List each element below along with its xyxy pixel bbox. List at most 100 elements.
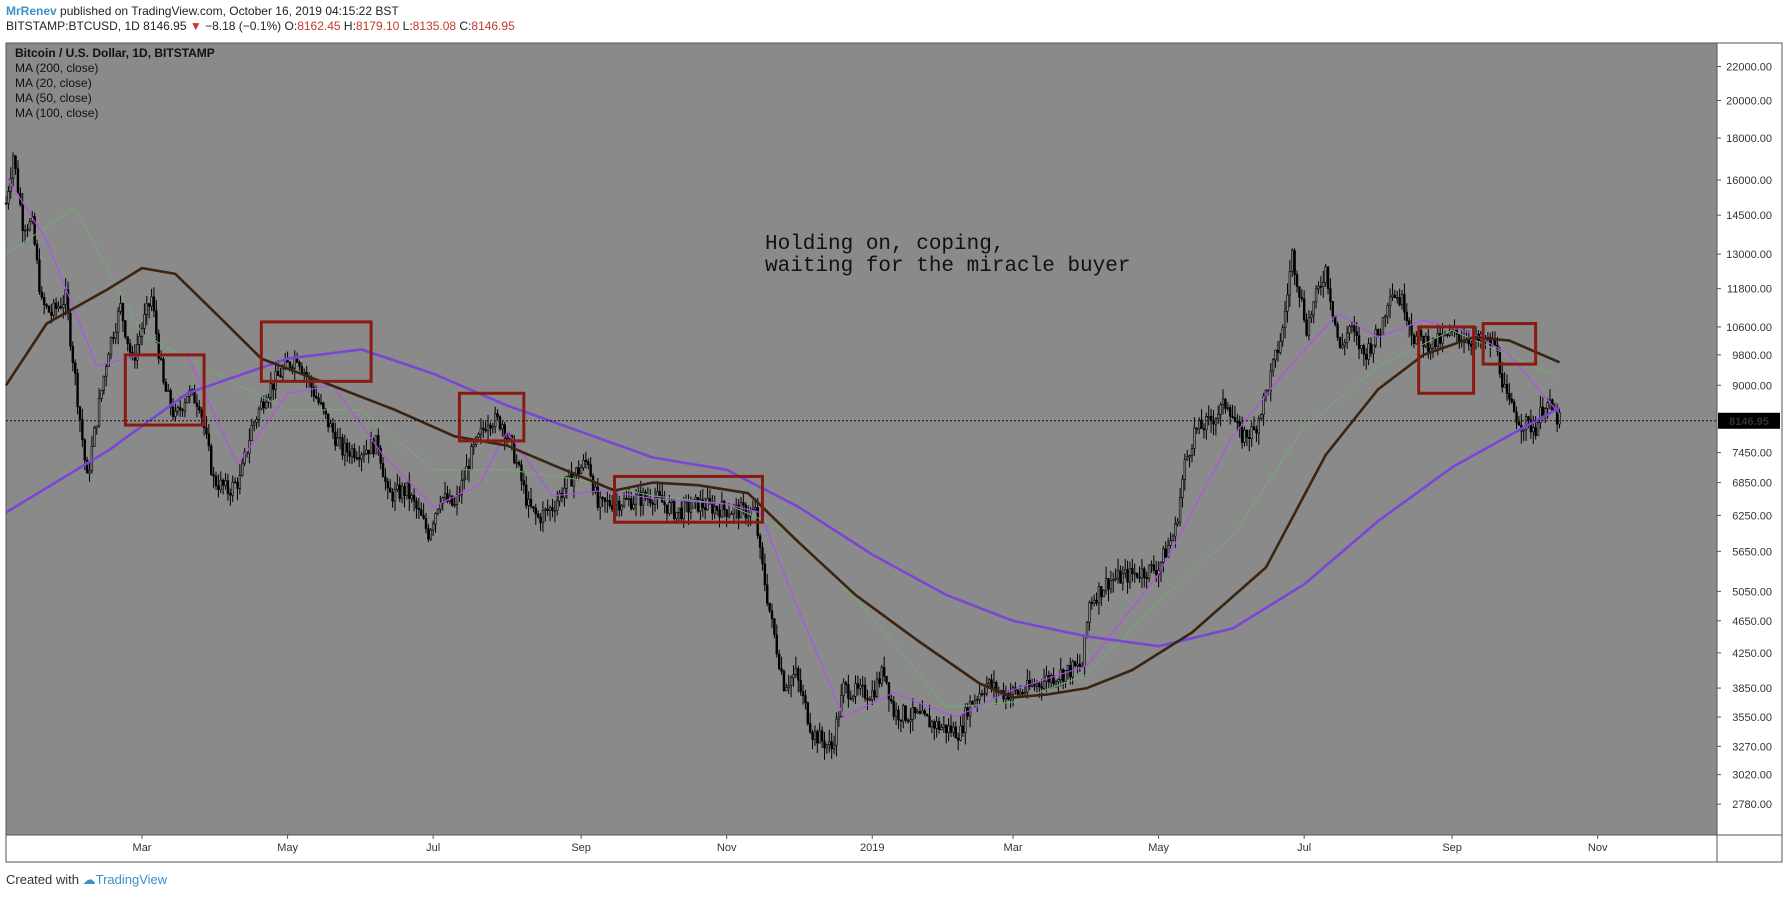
- created-with-label: Created with: [6, 872, 79, 887]
- candle-body: [909, 719, 912, 722]
- candle-body: [1298, 286, 1301, 298]
- candle-body: [1393, 294, 1397, 299]
- candle-body: [1415, 335, 1418, 345]
- tradingview-link[interactable]: TradingView: [95, 872, 168, 887]
- candle-body: [83, 439, 86, 461]
- candle-body: [1331, 301, 1335, 317]
- candle-body: [212, 474, 215, 477]
- candle-body: [415, 500, 418, 509]
- candle-body: [902, 705, 905, 722]
- candle-body: [410, 495, 413, 499]
- x-tick-label: May: [277, 842, 298, 854]
- candle-body: [1286, 294, 1289, 312]
- chart-header: MrRenev published on TradingView.com, Oc…: [6, 4, 515, 34]
- candle-body: [1255, 429, 1258, 434]
- y-tick-label: 11800.00: [1727, 284, 1772, 296]
- candle-body: [906, 719, 910, 722]
- candle-body: [601, 497, 604, 499]
- candle-body: [398, 484, 401, 499]
- candle-body: [460, 479, 463, 495]
- highlight-box[interactable]: [613, 474, 764, 524]
- candle-body: [1176, 521, 1179, 525]
- candle-body: [1450, 330, 1454, 333]
- legend-entry: MA (200, close): [15, 61, 98, 75]
- x-tick-label: May: [1148, 842, 1169, 854]
- candle-body: [1407, 320, 1411, 326]
- candle-body: [484, 429, 487, 432]
- candle-body: [183, 402, 187, 412]
- candle-body: [587, 461, 590, 465]
- candle-body: [379, 447, 382, 464]
- candle-body: [522, 480, 526, 486]
- candle-body: [1064, 670, 1067, 682]
- candle-body: [396, 484, 399, 490]
- candle-body: [980, 693, 984, 696]
- candle-body: [105, 366, 108, 377]
- y-tick-label: 3550.00: [1732, 712, 1772, 724]
- candle-body: [672, 500, 676, 519]
- candle-body: [596, 486, 600, 508]
- highlight-box[interactable]: [1417, 325, 1476, 395]
- candle-body: [1095, 599, 1098, 604]
- candle-body: [1033, 684, 1036, 687]
- candle-body: [572, 475, 576, 487]
- candle-body: [386, 481, 390, 489]
- candle-body: [200, 409, 203, 418]
- candle-body: [544, 508, 547, 511]
- candle-body: [947, 725, 950, 734]
- candle-body: [928, 715, 931, 728]
- candle-body: [331, 423, 335, 433]
- candle-body: [319, 402, 323, 404]
- candle-body: [1505, 383, 1509, 394]
- candle-body: [1245, 429, 1249, 438]
- candle-body: [978, 693, 981, 700]
- candle-body: [1104, 578, 1108, 591]
- candle-body: [808, 723, 812, 733]
- y-tick-label: 5650.00: [1732, 546, 1772, 558]
- candle-body: [1226, 407, 1230, 409]
- candle-body: [238, 475, 242, 489]
- y-tick-label: 22000.00: [1726, 62, 1772, 74]
- candle-body: [668, 502, 671, 514]
- candle-body: [1529, 419, 1533, 433]
- candle-body: [136, 344, 139, 361]
- candle-body: [322, 402, 325, 410]
- candle-body: [157, 333, 160, 359]
- candle-body: [1305, 319, 1308, 336]
- candle-body: [1061, 669, 1065, 682]
- candle-body: [503, 424, 506, 439]
- candle-body: [1116, 570, 1120, 580]
- candle-body: [424, 518, 428, 529]
- candle-body: [680, 507, 683, 520]
- candle-body: [649, 497, 652, 504]
- plot-area[interactable]: [6, 43, 1717, 835]
- candle-body: [677, 507, 681, 513]
- candle-body: [930, 721, 934, 728]
- candle-body: [162, 358, 165, 383]
- tradingview-logo-icon[interactable]: ☁: [82, 872, 96, 887]
- candle-body: [1169, 540, 1172, 546]
- candle-body: [360, 454, 363, 460]
- candle-body: [625, 498, 628, 500]
- price-chart[interactable]: 22000.00 20000.00 18000.00 16000.00 14500.00…: [0, 40, 1788, 866]
- candle-body: [1107, 578, 1110, 590]
- candle-body: [787, 685, 790, 688]
- candle-body: [176, 407, 180, 412]
- candle-body: [71, 345, 75, 363]
- author-link[interactable]: MrRenev: [6, 4, 57, 18]
- candle-body: [816, 731, 819, 744]
- candle-body: [405, 482, 409, 496]
- last-price-label: 8146.95: [1729, 416, 1769, 428]
- candle-body: [59, 306, 63, 309]
- candle-body: [1178, 497, 1182, 523]
- candle-body: [1341, 344, 1344, 348]
- highlight-box[interactable]: [457, 391, 526, 443]
- highlight-box[interactable]: [123, 353, 206, 427]
- candle-body: [1018, 692, 1022, 695]
- candle-body: [109, 337, 113, 355]
- candle-body: [343, 442, 347, 456]
- candle-body: [1193, 427, 1196, 449]
- candle-body: [226, 480, 230, 494]
- highlight-box[interactable]: [1481, 322, 1538, 366]
- highlight-box[interactable]: [259, 320, 373, 383]
